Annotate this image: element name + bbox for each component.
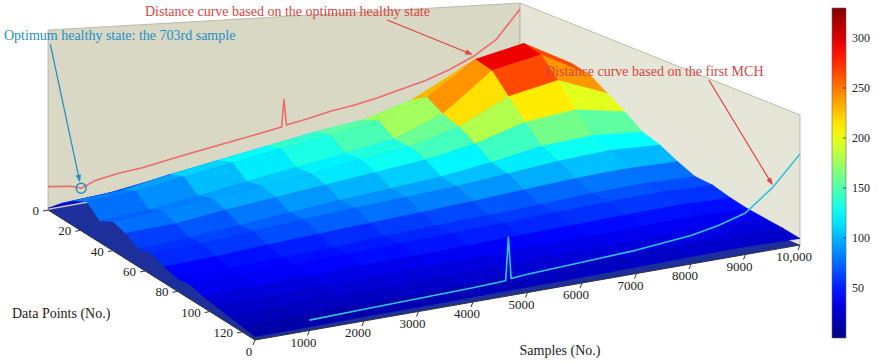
- colorbar-tick-label: 50: [852, 281, 864, 295]
- colorbar: [832, 8, 846, 338]
- x-tick-label: 40: [91, 244, 104, 259]
- colorbar-tick-label: 150: [852, 181, 870, 195]
- x-tick: [108, 251, 113, 252]
- annotation: Optimum healthy state: the 703rd sample: [4, 28, 235, 43]
- distance-curve: [310, 154, 801, 320]
- x-axis-title: Data Points (No.): [12, 306, 111, 322]
- x-tick-label: 80: [155, 284, 168, 299]
- y-tick-label: 4000: [454, 306, 480, 321]
- colorbar-tick-label: 200: [852, 131, 870, 145]
- y-tick-label: 7000: [618, 278, 644, 293]
- side-wall: [520, 3, 800, 245]
- colorbar-tick: [843, 38, 846, 39]
- x-tick: [172, 291, 177, 292]
- plot-area: [48, 9, 800, 336]
- annotation: Distance curve based on the first MCH: [545, 64, 764, 79]
- floor: [48, 125, 800, 340]
- x-tick-label: 0: [33, 203, 40, 218]
- y-tick: [253, 340, 255, 345]
- y-tick-label: 6000: [563, 287, 589, 302]
- colorbar-tick-label: 100: [852, 231, 870, 245]
- y-tick-label: 3000: [400, 316, 426, 331]
- x-tick: [237, 332, 242, 333]
- colorbar-tick: [843, 238, 846, 239]
- colorbar-tick: [843, 138, 846, 139]
- annotation-arrow: [387, 20, 469, 53]
- annotation-arrow-head: [465, 49, 473, 54]
- y-axis-title: Samples (No.): [520, 343, 601, 359]
- colorbar-tick: [843, 88, 846, 89]
- optimum-marker: [76, 183, 86, 193]
- colorbar-tick: [843, 188, 846, 189]
- y-tick-label: 2000: [345, 325, 371, 340]
- surface-cell: [242, 317, 309, 337]
- x-tick: [75, 230, 80, 231]
- y-tick-label: 1000: [291, 335, 317, 350]
- y-tick-label: 9000: [727, 259, 753, 274]
- annotation: Distance curve based on the optimum heal…: [145, 4, 430, 19]
- x-tick: [43, 210, 48, 211]
- y-tick-label: 8000: [672, 268, 698, 283]
- x-tick-label: 60: [123, 264, 136, 279]
- y-tick-label: 0: [246, 344, 253, 359]
- x-tick-label: 120: [214, 325, 234, 340]
- y-tick-label: 10,000: [776, 249, 812, 264]
- chart: 0 20 40 60 80 100 120 0 1000 2000 3000 4000 5000 6000…: [0, 0, 883, 363]
- x-tick-label: 100: [181, 305, 201, 320]
- x-tick: [205, 312, 210, 313]
- annotation-arrow: [50, 44, 79, 178]
- colorbar-tick-label: 250: [852, 81, 870, 95]
- annotation-arrow: [709, 80, 771, 182]
- colorbar-tick: [843, 288, 846, 289]
- colorbar-tick-label: 300: [852, 31, 870, 45]
- y-axis-line: [255, 245, 800, 340]
- x-tick: [140, 271, 145, 272]
- y-tick-label: 5000: [509, 297, 535, 312]
- annotation-arrow-head: [767, 178, 773, 186]
- annotation-arrow-head: [76, 174, 81, 182]
- x-tick-label: 20: [58, 223, 71, 238]
